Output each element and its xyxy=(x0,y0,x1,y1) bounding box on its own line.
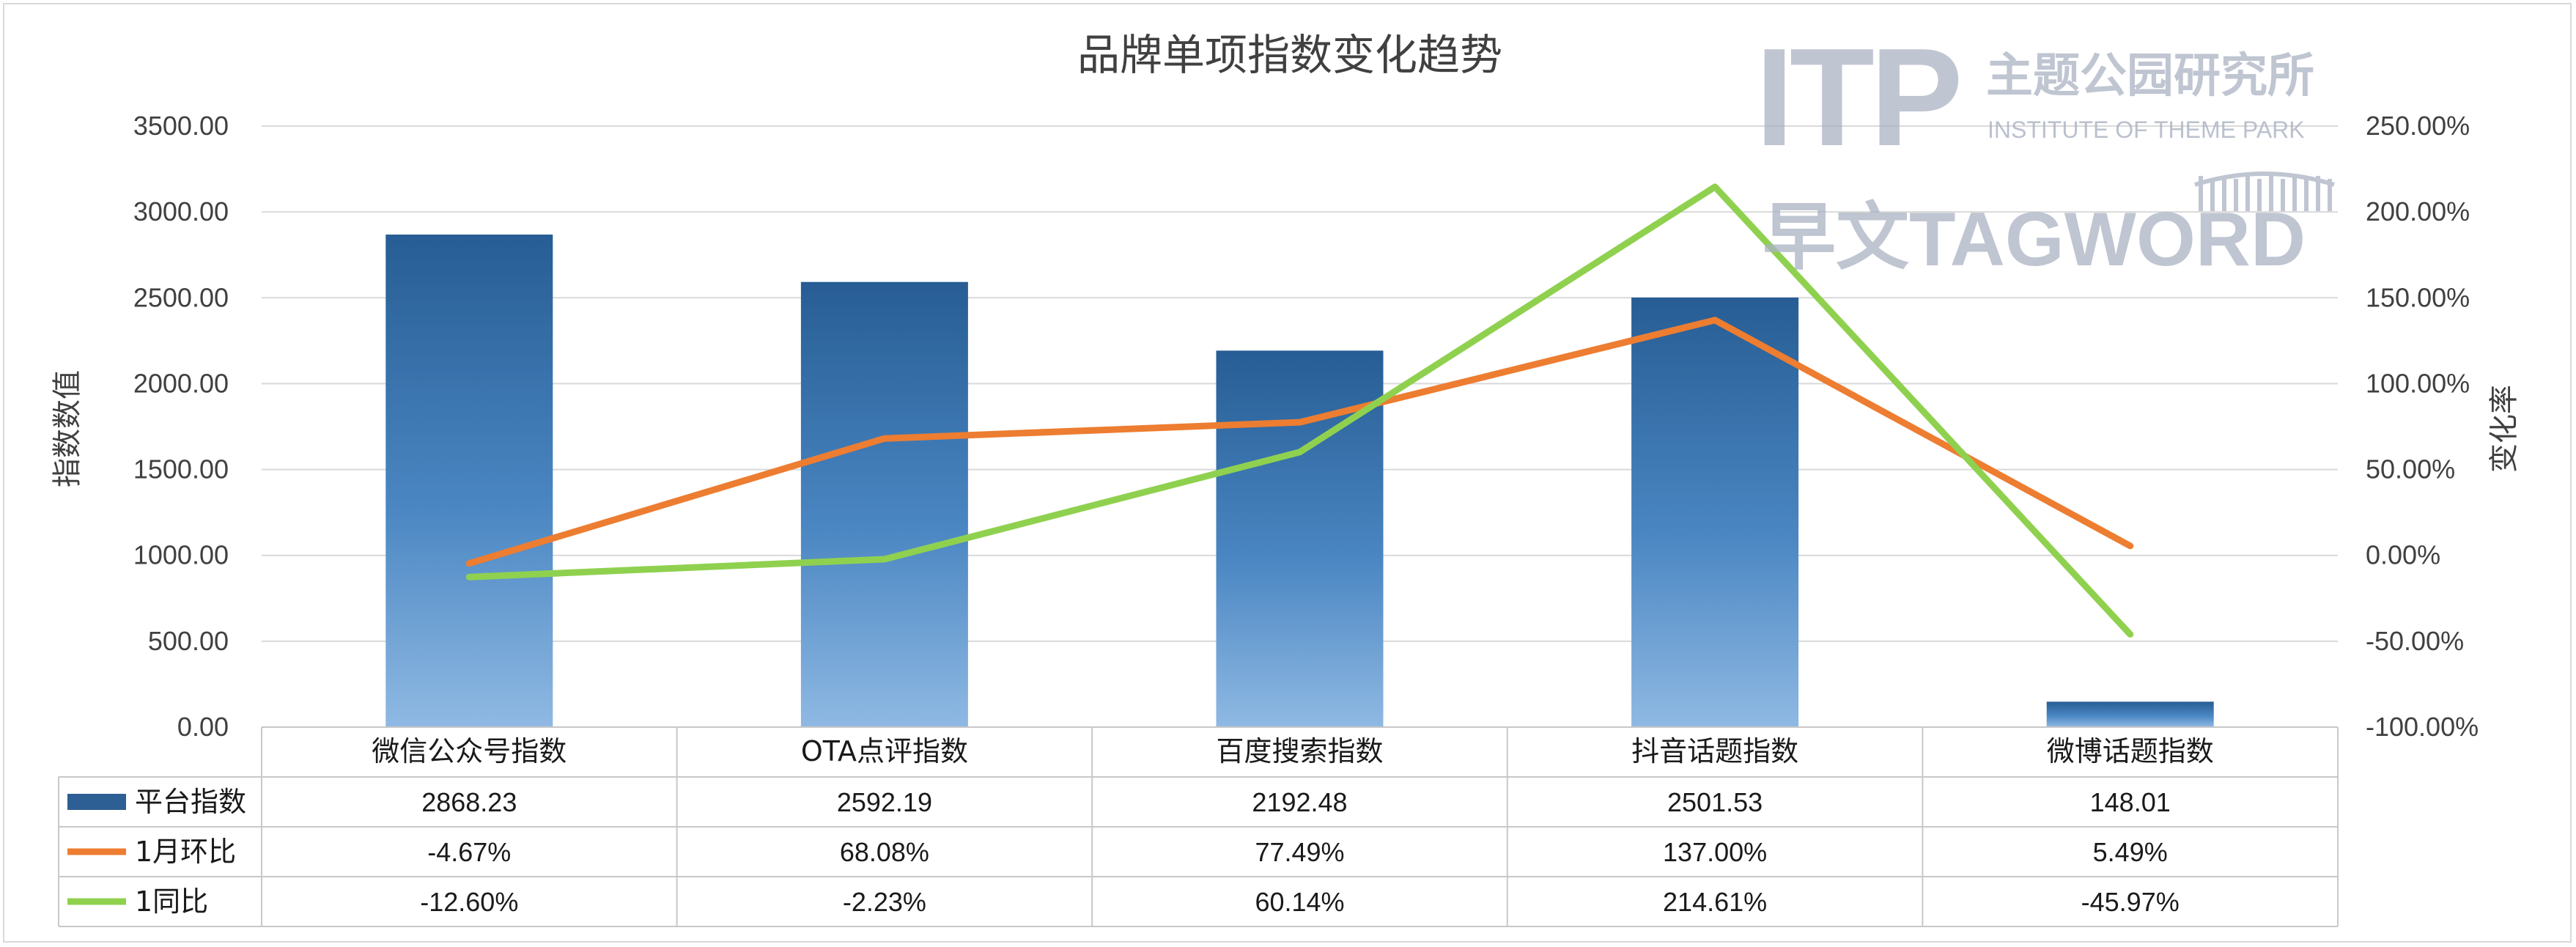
y-axis-title: 指数数值 xyxy=(51,370,84,487)
y2-tick-label: -100.00% xyxy=(2366,712,2479,742)
y-tick-label: 0.00 xyxy=(177,712,229,742)
gridlines xyxy=(262,125,2338,642)
y2-tick-label: 150.00% xyxy=(2366,282,2470,312)
data-label: 68.08% xyxy=(840,837,929,867)
bar xyxy=(385,235,553,728)
data-label: 2592.19 xyxy=(837,787,932,817)
y-axis-ticks: 0.00 500.00 1000.00 1500.00 2000.00 2500.00 30… xyxy=(133,111,229,742)
data-label: -2.23% xyxy=(843,887,926,917)
line-series xyxy=(465,183,2134,638)
y2-tick-label: -50.00% xyxy=(2366,626,2464,656)
y2-tick-label: 200.00% xyxy=(2366,196,2470,226)
y-tick-label: 3500.00 xyxy=(133,111,229,141)
watermark: ITP 主题公园研究所 INSTITUTE OF THEME PARK 早文 T… xyxy=(1755,20,2335,282)
category-label: 抖音话题指数 xyxy=(1631,735,1798,767)
series-line xyxy=(465,317,2134,567)
data-label: 2868.23 xyxy=(421,787,517,817)
chart-title: 品牌单项指数变化趋势 xyxy=(1077,30,1502,80)
legend-label: 1同比 xyxy=(135,885,208,918)
watermark-building-icon xyxy=(2194,172,2335,211)
bar xyxy=(1631,297,1799,727)
data-label: 214.61% xyxy=(1663,887,1767,917)
data-label: 2192.48 xyxy=(1252,787,1347,817)
y2-axis-title: 变化率 xyxy=(2487,385,2521,473)
data-label: -45.97% xyxy=(2081,887,2180,917)
series-line xyxy=(465,183,2134,638)
itp-logo: ITP xyxy=(1755,20,1959,175)
data-label: 5.49% xyxy=(2093,837,2168,867)
bar-series xyxy=(385,235,2214,728)
y2-axis-ticks: -100.00% -50.00% 0.00% 50.00% 100.00% 150.00%… xyxy=(2366,111,2479,742)
legend-label: 平台指数 xyxy=(135,786,246,818)
y2-tick-label: 250.00% xyxy=(2366,111,2470,141)
data-label: -12.60% xyxy=(420,887,518,917)
data-label: 137.00% xyxy=(1663,837,1767,867)
data-label: 148.01 xyxy=(2090,787,2171,817)
y-tick-label: 500.00 xyxy=(148,626,229,656)
category-label: 微博话题指数 xyxy=(2047,735,2214,767)
legend-key-bar xyxy=(67,794,126,810)
y-tick-label: 2000.00 xyxy=(133,368,229,398)
y-tick-label: 1500.00 xyxy=(133,454,229,484)
bar xyxy=(2046,701,2214,727)
y-tick-label: 1000.00 xyxy=(133,540,229,570)
watermark-cn-name: 主题公园研究所 xyxy=(1986,49,2314,103)
data-label: -4.67% xyxy=(427,837,511,867)
category-label: 微信公众号指数 xyxy=(372,735,567,767)
legend-label: 1月环比 xyxy=(135,836,236,868)
tagword-cn: 早文 xyxy=(1763,194,1909,280)
data-label: 2501.53 xyxy=(1667,787,1763,817)
category-label: 百度搜索指数 xyxy=(1216,735,1383,767)
y-tick-label: 2500.00 xyxy=(133,282,229,312)
watermark-en-name: INSTITUTE OF THEME PARK xyxy=(1988,117,2305,143)
tagword-en: TAGWORD xyxy=(1909,197,2306,282)
data-label: 60.14% xyxy=(1255,887,1344,917)
y2-tick-label: 0.00% xyxy=(2366,540,2440,570)
bar xyxy=(800,281,968,728)
data-label: 77.49% xyxy=(1255,837,1344,867)
y-tick-label: 3000.00 xyxy=(133,196,229,226)
y2-tick-label: 100.00% xyxy=(2366,368,2470,398)
y2-tick-label: 50.00% xyxy=(2366,454,2455,484)
category-label: OTA点评指数 xyxy=(801,735,968,767)
